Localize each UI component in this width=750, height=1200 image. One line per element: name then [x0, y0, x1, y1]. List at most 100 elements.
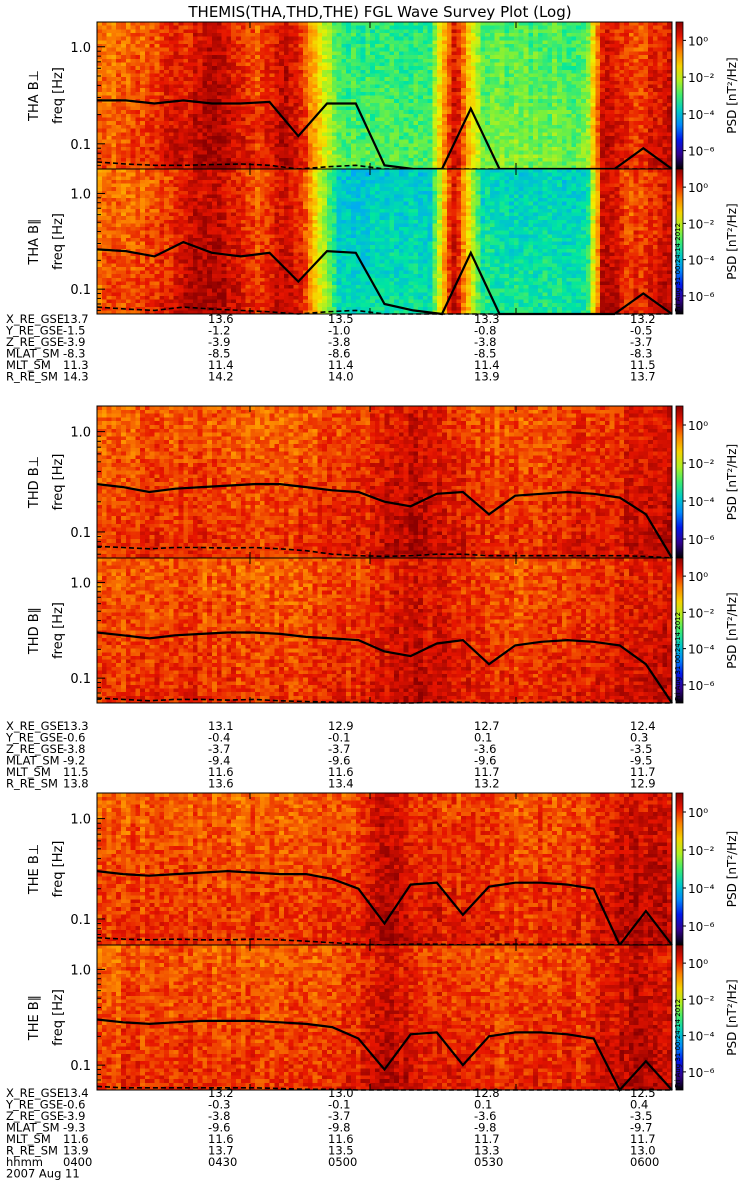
colorbar-tick-label: 10⁻⁶ [688, 1066, 715, 1080]
spectrogram-panel: 1.0 0.1 THD B⊥ freq [Hz] 10⁰ 10⁻² 10⁻⁴ 10⁻⁶ PSD … [27, 405, 739, 559]
ephemeris-value: -3.9 [63, 1109, 85, 1123]
ephemeris-value: 13.8 [63, 777, 89, 791]
figure-title: THEMIS(THA,THD,THE) FGL Wave Survey Plot… [187, 3, 571, 21]
colorbar [675, 168, 684, 315]
ephemeris-value: 13.9 [474, 370, 500, 384]
ephemeris-value: 13.6 [208, 777, 234, 791]
colorbar-tick-label: 10⁻² [688, 71, 715, 85]
colorbar-tick-label: 10⁻² [688, 606, 715, 620]
panel-frame [96, 944, 673, 1091]
ephemeris-name: Z_RE_GSE [6, 742, 64, 756]
probe-group-thd: 1.0 0.1 THD B⊥ freq [Hz] 10⁰ 10⁻² 10⁻⁴ 10⁻⁶ PSD … [5, 405, 739, 791]
ephemeris-name: X_RE_GSE [6, 1086, 64, 1100]
ephemeris-value: 11.4 [474, 358, 500, 372]
ephemeris-value: -3.5 [630, 1109, 652, 1123]
ephemeris-name: MLAT_SM [6, 1121, 60, 1135]
spectrogram-cells [97, 169, 672, 314]
spectrogram-cells [97, 22, 672, 169]
timestamp-stamp: Fri Aug 31 00:24:14 2012 [674, 223, 682, 312]
spectrogram-cells [97, 406, 672, 558]
ephemeris-value: 0.3 [630, 731, 648, 745]
ephemeris-value: -0.5 [630, 324, 652, 338]
ephemeris-value: 11.7 [630, 1132, 656, 1146]
ephemeris-value: 13.4 [328, 777, 354, 791]
freq-tick-label: 0.1 [70, 1059, 91, 1074]
ephemeris-value: -3.7 [328, 1109, 350, 1123]
ephemeris-name: R_RE_SM [6, 777, 58, 791]
panel-label: THA B∥ [27, 218, 42, 265]
ephemeris-value: 12.4 [630, 719, 656, 733]
ephemeris-value: -1.5 [63, 324, 85, 338]
ephemeris-value: 12.9 [328, 719, 354, 733]
ephemeris-value: 14.3 [63, 370, 89, 384]
ephemeris-value: -3.7 [328, 742, 350, 756]
ephemeris-value: -0.1 [328, 731, 350, 745]
ephemeris-value: 12.8 [474, 1086, 500, 1100]
time-tick-label: 0530 [474, 1155, 503, 1169]
ephemeris-value: 13.1 [208, 719, 234, 733]
colorbar-tick-label: 10⁻⁶ [688, 290, 715, 304]
ephemeris-value: 11.6 [208, 765, 234, 779]
colorbar [675, 21, 684, 170]
colorbar-tick-label: 10⁻⁴ [688, 108, 715, 122]
colorbar-tick-label: 10⁻⁴ [688, 882, 715, 896]
ephemeris-value: -3.8 [474, 335, 496, 349]
power-line-solid [96, 631, 673, 704]
ephemeris-value: -3.9 [63, 335, 85, 349]
ephemeris-value: 0.4 [630, 1098, 648, 1112]
freq-tick-label: 0.1 [70, 913, 91, 928]
ephemeris-value: 11.4 [208, 358, 234, 372]
ephemeris-value: 12.7 [474, 719, 500, 733]
time-tick-label: 0500 [328, 1155, 357, 1169]
ephemeris-value: 13.7 [208, 1144, 234, 1158]
freq-axis-label: freq [Hz] [51, 213, 66, 270]
ephemeris-value: 12.5 [630, 1086, 656, 1100]
ephemeris-value: -3.8 [328, 335, 350, 349]
freq-tick-label: 1.0 [70, 813, 91, 828]
ephemeris-value: -0.4 [208, 731, 230, 745]
spectrogram-cells [97, 558, 672, 703]
ephemeris-value: -9.6 [208, 1121, 230, 1135]
plot-area: 1.0 0.1 THA B⊥ freq [Hz] 10⁰ 10⁻² 10⁻⁴ 10⁻⁶ PSD … [5, 21, 739, 1181]
ephemeris-name: MLT_SM [6, 358, 51, 372]
ephemeris-value: -9.5 [630, 754, 652, 768]
colorbar-tick-label: 10⁻⁶ [688, 533, 715, 547]
colorbar-tick-label: 10⁻² [688, 844, 715, 858]
colorbar-tick-label: 10⁻⁴ [688, 643, 715, 657]
time-tick-label: 0400 [63, 1155, 92, 1169]
ephemeris-value: -0.6 [63, 1098, 85, 1112]
ephemeris-value: 13.2 [630, 312, 656, 326]
freq-axis-label: freq [Hz] [51, 454, 66, 511]
colorbar-tick-label: 10⁻² [688, 457, 715, 471]
ephemeris-name: R_RE_SM [6, 1144, 58, 1158]
ephemeris-value: 11.4 [328, 358, 354, 372]
ephemeris-value: 11.5 [63, 765, 89, 779]
colorbar-tick-label: 10⁰ [688, 957, 708, 971]
ephemeris-value: 11.7 [474, 765, 500, 779]
ephemeris-value: -8.5 [474, 347, 496, 361]
freq-tick-label: 1.0 [70, 963, 91, 978]
colorbar-label: PSD [nT²/Hz] [725, 203, 739, 279]
ephemeris-value: 13.3 [474, 312, 500, 326]
colorbar-tick-label: 10⁻⁶ [688, 679, 715, 693]
ephemeris-value: 13.3 [63, 719, 89, 733]
ephemeris-value: 13.2 [474, 777, 500, 791]
freq-axis-label: freq [Hz] [51, 989, 66, 1046]
ephemeris-name: Z_RE_GSE [6, 335, 64, 349]
power-line-solid [96, 483, 673, 559]
ephemeris-value: 13.3 [474, 1144, 500, 1158]
colorbar-label: PSD [nT²/Hz] [725, 57, 739, 133]
ephemeris-name: MLT_SM [6, 765, 51, 779]
colorbar [675, 405, 684, 559]
ephemeris-value: -3.9 [208, 335, 230, 349]
colorbar-label: PSD [nT²/Hz] [725, 444, 739, 520]
ephemeris-value: 11.7 [474, 1132, 500, 1146]
power-line-solid [96, 1018, 673, 1092]
panel-label: THE B∥ [27, 995, 42, 1041]
colorbar-tick-label: 10⁰ [688, 181, 708, 195]
ephemeris-value: -3.7 [630, 335, 652, 349]
probe-group-tha: 1.0 0.1 THA B⊥ freq [Hz] 10⁰ 10⁻² 10⁻⁴ 10⁻⁶ PSD … [5, 21, 739, 384]
ephemeris-value: 13.6 [208, 312, 234, 326]
ephemeris-value: -9.3 [63, 1121, 85, 1135]
